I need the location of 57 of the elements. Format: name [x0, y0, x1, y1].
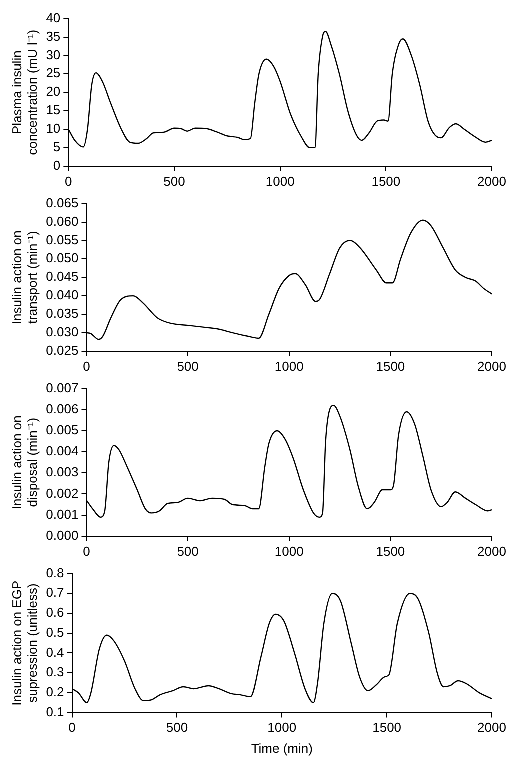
x-axis-title: Time (min)	[251, 740, 313, 756]
x-tick-label: 2000	[478, 174, 506, 189]
x-tick-label: 1000	[266, 174, 295, 189]
x-tick-label: 1500	[376, 544, 406, 559]
y-axis-title: Insulin action on EGP supression (unitless)	[9, 580, 40, 706]
y-tick-label: 0.000	[46, 528, 79, 543]
y-tick-label: 0.060	[46, 214, 79, 229]
y-tick-label: 0.007	[46, 380, 79, 396]
x-tick-label: 1500	[372, 174, 401, 189]
y-tick-label: 0	[53, 158, 61, 173]
x-tick-label: 2000	[478, 358, 506, 374]
y-tick-label: 0.7	[46, 585, 64, 600]
y-tick-label: 0.001	[46, 506, 79, 522]
y-axis-title: Insulin action on disposal (min⁻¹)	[9, 416, 40, 510]
y-tick-label: 40	[46, 10, 61, 26]
y-axis-title: Plasma insulin concentration (mU l⁻¹)	[9, 30, 40, 156]
y-tick-label: 0.4	[46, 644, 64, 660]
x-tick-label: 1500	[376, 358, 406, 374]
y-tick-label: 30	[46, 47, 61, 62]
x-tick-label: 2000	[478, 720, 506, 736]
y-tick-label: 0.030	[46, 324, 79, 340]
x-tick-label: 500	[177, 544, 199, 559]
y-tick-label: 15	[46, 102, 61, 118]
y-tick-label: 0.3	[46, 664, 64, 680]
x-tick-label: 1000	[268, 720, 297, 736]
y-tick-label: 0.8	[46, 565, 64, 580]
y-tick-label: 0.002	[46, 486, 79, 501]
y-tick-label: 0.040	[46, 288, 79, 303]
y-tick-label: 0.1	[46, 704, 64, 720]
y-tick-label: 0.050	[46, 250, 79, 266]
y-tick-label: 10	[46, 121, 61, 136]
x-tick-label: 2000	[478, 544, 506, 559]
y-tick-label: 0.2	[46, 684, 64, 700]
y-tick-label: 0.006	[46, 401, 79, 416]
x-tick-label: 1500	[372, 720, 402, 736]
y-tick-label: 0.6	[46, 605, 64, 620]
x-tick-label: 500	[177, 358, 199, 374]
y-tick-label: 0.025	[46, 342, 79, 358]
y-tick-label: 25	[46, 66, 61, 81]
y-tick-label: 0.045	[46, 269, 79, 284]
y-tick-label: 0.055	[46, 232, 79, 248]
y-tick-label: 5	[53, 140, 61, 155]
y-tick-label: 20	[46, 84, 61, 100]
y-tick-label: 0.003	[46, 464, 79, 480]
x-tick-label: 1000	[274, 358, 304, 374]
y-tick-label: 0.035	[46, 306, 79, 322]
y-tick-label: 0.065	[46, 195, 79, 210]
x-tick-label: 0	[83, 358, 90, 374]
x-tick-label: 0	[83, 544, 90, 559]
y-tick-label: 0.004	[46, 444, 79, 459]
x-tick-label: 500	[164, 174, 186, 189]
x-tick-label: 1000	[274, 544, 304, 559]
y-axis-title: Insulin action on transport (min⁻¹)	[9, 230, 40, 325]
y-tick-label: 35	[46, 28, 61, 44]
y-tick-label: 0.5	[46, 624, 64, 640]
x-tick-label: 500	[166, 720, 188, 736]
y-tick-label: 0.005	[46, 422, 79, 438]
